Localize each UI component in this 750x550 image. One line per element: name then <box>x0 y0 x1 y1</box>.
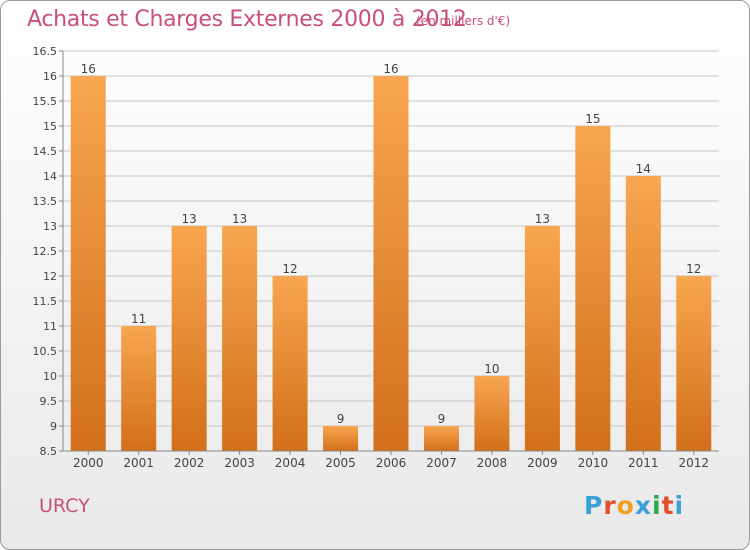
y-tick-label: 14.5 <box>33 145 58 158</box>
y-tick-label: 13 <box>43 220 57 233</box>
bar <box>222 226 258 451</box>
chart-title: Achats et Charges Externes 2000 à 2012 <box>27 7 467 32</box>
x-tick-label: 2001 <box>123 456 154 470</box>
y-tick-label: 11 <box>43 320 57 333</box>
y-tick-label: 12 <box>43 270 57 283</box>
proxiti-logo[interactable]: Proxiti <box>584 491 684 520</box>
data-label: 12 <box>282 262 297 276</box>
y-tick-label: 9.5 <box>40 395 58 408</box>
logo-letter: i <box>652 491 662 520</box>
data-label: 9 <box>438 412 446 426</box>
bar <box>575 126 611 451</box>
x-tick-label: 2000 <box>73 456 104 470</box>
data-label: 14 <box>636 162 651 176</box>
bars-layer <box>70 76 712 451</box>
data-label: 16 <box>81 62 96 76</box>
x-tick-label: 2006 <box>376 456 407 470</box>
logo-letter: o <box>616 491 635 520</box>
y-tick-label: 10.5 <box>33 345 58 358</box>
chart-subtitle: (en milliers d'€) <box>416 14 511 28</box>
x-tick-label: 2002 <box>174 456 205 470</box>
data-label: 10 <box>484 362 499 376</box>
y-tick-label: 14 <box>43 170 57 183</box>
bar <box>171 226 207 451</box>
bar <box>474 376 510 451</box>
bar <box>70 76 106 451</box>
data-label: 9 <box>337 412 345 426</box>
labels-layer: 8.5 9 9.5 10 10.5 11 11.5 12 12.5 13 13.5 14 14.5 15 1… <box>33 45 710 470</box>
logo-letter: i <box>674 491 685 520</box>
x-tick-label: 2003 <box>224 456 255 470</box>
data-label: 13 <box>232 212 247 226</box>
y-tick-label: 16.5 <box>33 45 58 58</box>
x-tick-label: 2010 <box>578 456 609 470</box>
y-tick-label: 13.5 <box>33 195 58 208</box>
y-tick-label: 11.5 <box>33 295 58 308</box>
x-tick-label: 2005 <box>325 456 356 470</box>
bar <box>373 76 409 451</box>
x-tick-label: 2004 <box>275 456 306 470</box>
data-label: 13 <box>535 212 550 226</box>
y-tick-label: 12.5 <box>33 245 58 258</box>
data-label: 13 <box>182 212 197 226</box>
data-label: 11 <box>131 312 146 326</box>
data-label: 16 <box>383 62 398 76</box>
x-tick-label: 2008 <box>477 456 508 470</box>
bar <box>423 426 459 451</box>
bar <box>272 276 308 451</box>
logo-letter: P <box>584 491 604 520</box>
bar <box>121 326 157 451</box>
bar <box>625 176 661 451</box>
y-tick-label: 8.5 <box>40 445 58 458</box>
y-tick-label: 15 <box>43 120 57 133</box>
logo-letter: r <box>603 491 617 520</box>
x-tick-label: 2011 <box>628 456 659 470</box>
x-tick-label: 2009 <box>527 456 558 470</box>
logo-letter: x <box>634 491 652 520</box>
logo-letter: t <box>661 491 675 520</box>
bar <box>676 276 712 451</box>
bar <box>524 226 560 451</box>
y-tick-label: 9 <box>50 420 57 433</box>
bar <box>323 426 359 451</box>
axis-layer <box>59 50 719 455</box>
place-name: URCY <box>39 495 90 517</box>
y-tick-label: 10 <box>43 370 57 383</box>
y-tick-label: 15.5 <box>33 95 58 108</box>
x-tick-label: 2012 <box>678 456 709 470</box>
data-label: 12 <box>686 262 701 276</box>
data-label: 15 <box>585 112 600 126</box>
x-tick-label: 2007 <box>426 456 457 470</box>
y-tick-label: 16 <box>43 70 57 83</box>
